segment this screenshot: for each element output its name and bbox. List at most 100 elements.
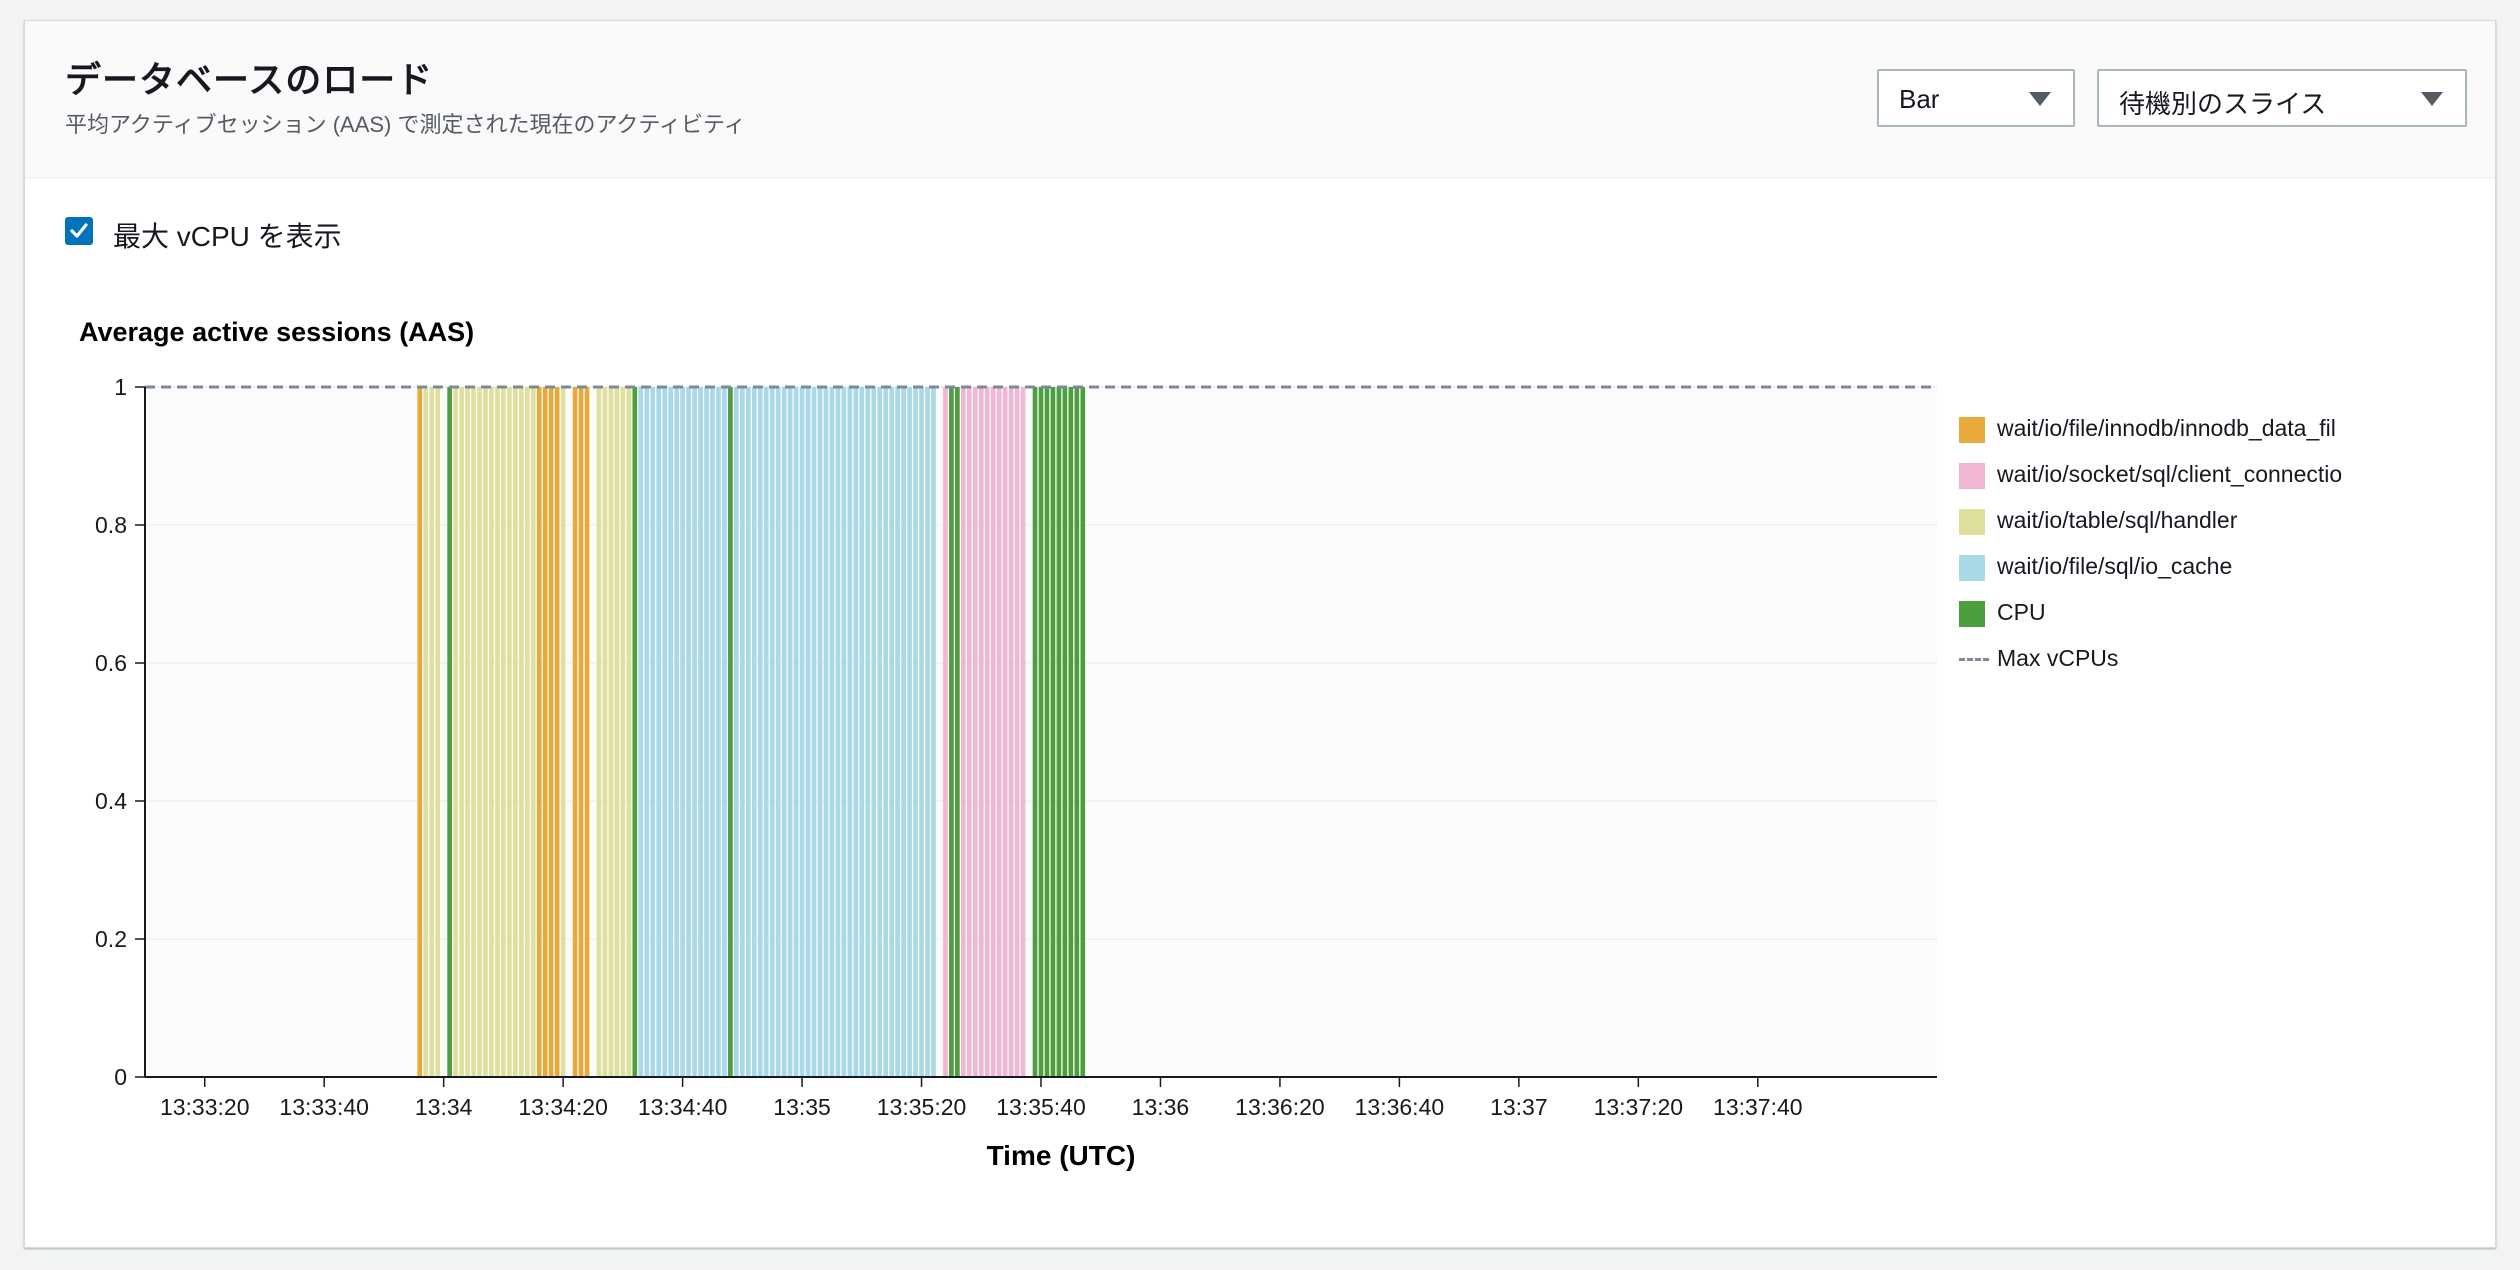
bar-io_cache[interactable] [925,387,930,1077]
bar-innodb[interactable] [417,387,423,1077]
bar-handler[interactable] [429,387,435,1077]
bar-io_cache[interactable] [668,387,673,1077]
bar-handler[interactable] [471,387,476,1077]
bar-handler[interactable] [513,387,518,1077]
bar-io_cache[interactable] [734,387,739,1077]
bar-io_cache[interactable] [811,387,817,1077]
bar-io_cache[interactable] [913,387,918,1077]
bar-io_cache[interactable] [638,387,644,1077]
bar-cpu[interactable] [1038,387,1044,1077]
bar-io_cache[interactable] [793,387,799,1077]
bar-io_cache[interactable] [823,387,829,1077]
bar-cpu[interactable] [447,387,452,1077]
bar-io_cache[interactable] [674,387,679,1077]
bar-cpu[interactable] [949,387,954,1077]
bar-client[interactable] [1020,387,1026,1077]
bar-io_cache[interactable] [716,387,721,1077]
bar-handler[interactable] [602,387,608,1077]
chart-type-select[interactable]: Bar [1877,69,2075,127]
bar-handler[interactable] [530,387,536,1077]
bar-io_cache[interactable] [889,387,894,1077]
bar-io_cache[interactable] [698,387,703,1077]
bar-io_cache[interactable] [710,387,715,1077]
bar-client[interactable] [1014,387,1020,1077]
bar-handler[interactable] [518,387,524,1077]
bar-io_cache[interactable] [871,387,877,1077]
bar-handler[interactable] [459,387,464,1077]
bar-io_cache[interactable] [919,387,924,1077]
bar-client[interactable] [990,387,996,1077]
bar-io_cache[interactable] [740,387,745,1077]
bar-io_cache[interactable] [775,387,781,1077]
bar-io_cache[interactable] [853,387,859,1077]
bar-io_cache[interactable] [745,387,751,1077]
bar-client[interactable] [978,387,984,1077]
bar-handler[interactable] [453,387,458,1077]
bar-io_cache[interactable] [650,387,656,1077]
bar-io_cache[interactable] [847,387,853,1077]
bar-client[interactable] [972,387,978,1077]
bar-handler[interactable] [620,387,626,1077]
show-max-vcpu-checkbox[interactable] [65,217,93,245]
bar-io_cache[interactable] [883,387,889,1077]
bar-handler[interactable] [626,387,632,1077]
bar-io_cache[interactable] [799,387,805,1077]
bar-io_cache[interactable] [763,387,769,1077]
bar-handler[interactable] [614,387,620,1077]
bar-cpu[interactable] [1074,387,1080,1077]
bar-handler[interactable] [501,387,506,1077]
bar-innodb[interactable] [578,387,584,1077]
bar-innodb[interactable] [584,387,590,1077]
bar-io_cache[interactable] [692,387,697,1077]
bar-io_cache[interactable] [787,387,793,1077]
bar-cpu[interactable] [632,387,638,1077]
bar-io_cache[interactable] [704,387,709,1077]
bar-handler[interactable] [423,387,429,1077]
bar-io_cache[interactable] [901,387,906,1077]
slice-by-select[interactable]: 待機別のスライス [2097,69,2467,127]
bar-cpu[interactable] [955,387,960,1077]
bar-handler[interactable] [507,387,512,1077]
bar-io_cache[interactable] [817,387,823,1077]
bar-cpu[interactable] [1044,387,1050,1077]
bar-io_cache[interactable] [757,387,763,1077]
bar-innodb[interactable] [542,387,548,1077]
bar-handler[interactable] [560,387,566,1077]
bar-io_cache[interactable] [751,387,757,1077]
bar-cpu[interactable] [1068,387,1074,1077]
bar-handler[interactable] [608,387,614,1077]
bar-handler[interactable] [489,387,494,1077]
bar-innodb[interactable] [554,387,560,1077]
bar-cpu[interactable] [1062,387,1068,1077]
bar-io_cache[interactable] [644,387,650,1077]
bar-client[interactable] [1008,387,1014,1077]
bar-io_cache[interactable] [686,387,691,1077]
bar-handler[interactable] [477,387,482,1077]
bar-innodb[interactable] [548,387,554,1077]
bar-io_cache[interactable] [662,387,668,1077]
bar-innodb[interactable] [536,387,542,1077]
bar-client[interactable] [996,387,1002,1077]
bar-io_cache[interactable] [829,387,835,1077]
bar-cpu[interactable] [1080,387,1086,1077]
bar-handler[interactable] [495,387,500,1077]
bar-client[interactable] [966,387,972,1077]
bar-client[interactable] [1002,387,1008,1077]
bar-cpu[interactable] [1032,387,1038,1077]
bar-io_cache[interactable] [680,387,685,1077]
bar-handler[interactable] [596,387,602,1077]
bar-io_cache[interactable] [835,387,841,1077]
bar-handler[interactable] [483,387,488,1077]
bar-handler[interactable] [435,387,441,1077]
bar-handler[interactable] [524,387,530,1077]
bar-io_cache[interactable] [895,387,900,1077]
bar-client[interactable] [984,387,990,1077]
bar-io_cache[interactable] [877,387,883,1077]
bar-io_cache[interactable] [907,387,912,1077]
bar-io_cache[interactable] [865,387,871,1077]
bar-io_cache[interactable] [656,387,662,1077]
bar-io_cache[interactable] [722,387,727,1077]
bar-cpu[interactable] [1056,387,1062,1077]
bar-handler[interactable] [465,387,470,1077]
bar-cpu[interactable] [1050,387,1056,1077]
